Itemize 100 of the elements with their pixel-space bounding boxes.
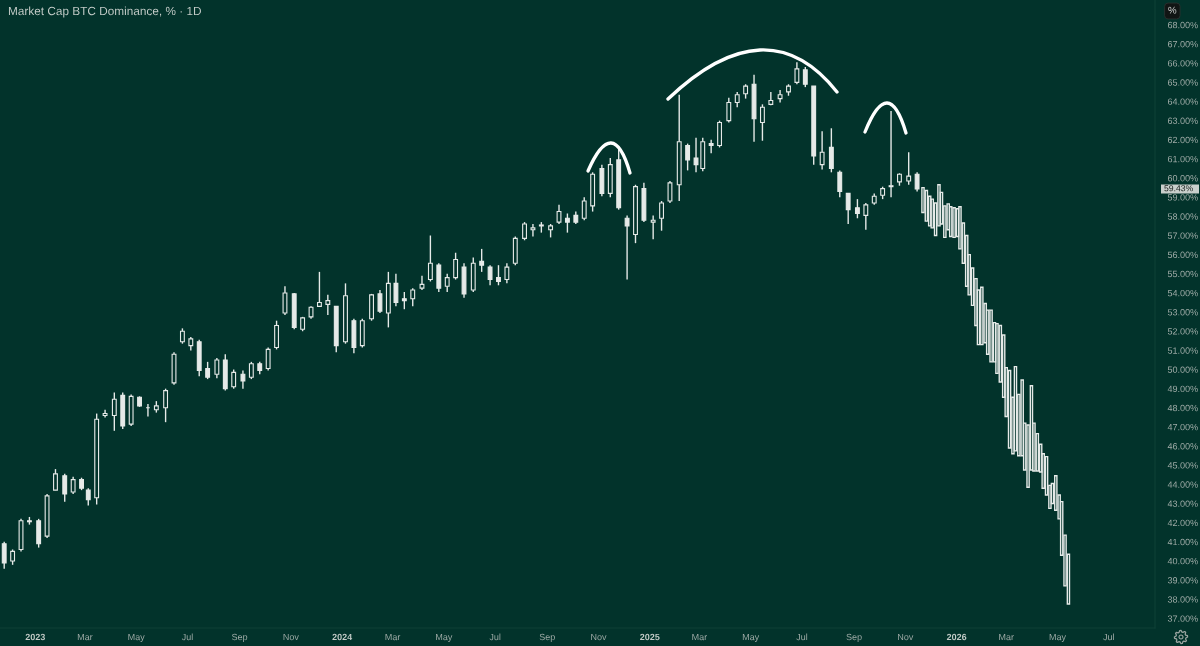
bar <box>952 207 956 239</box>
x-tick-label: 2023 <box>25 633 46 641</box>
candlestick <box>282 285 288 316</box>
candlestick <box>726 96 732 124</box>
y-tick-label: 53.00% <box>1167 309 1198 316</box>
y-tick-label: 42.00% <box>1167 519 1198 527</box>
y-tick-label: 64.00% <box>1167 98 1198 105</box>
candlestick <box>556 204 562 225</box>
text: % <box>1168 6 1177 14</box>
candlestick <box>325 294 331 316</box>
candlestick <box>111 391 117 432</box>
candlestick <box>819 130 825 171</box>
candlestick <box>240 369 246 390</box>
y-tick-label: 55.00% <box>1167 270 1198 278</box>
candlestick <box>802 66 808 88</box>
x-tick-label: 2025 <box>640 633 660 641</box>
bar <box>948 206 953 238</box>
y-tick-label: 56.00% <box>1167 251 1198 259</box>
x-tick-label: Jul <box>1103 633 1114 641</box>
candlestick <box>377 289 383 314</box>
candlestick <box>444 273 450 293</box>
candlestick <box>1 541 7 570</box>
y-tick-label: 66.00% <box>1167 60 1198 67</box>
x-tick-label: Sep <box>231 633 248 642</box>
candlestick <box>837 169 843 198</box>
candlestick <box>393 273 399 308</box>
y-tick-label: 43.00% <box>1167 500 1198 507</box>
candlestick <box>854 198 860 219</box>
y-tick-label: 51.00% <box>1167 347 1198 354</box>
y-tick-label: 67.00% <box>1167 41 1198 48</box>
x-tick-label: May <box>1049 633 1066 642</box>
candlestick <box>410 287 416 308</box>
y-tick-label: 40.00% <box>1167 557 1198 565</box>
candlestick <box>845 192 851 225</box>
candlestick <box>759 103 765 142</box>
text: 59.43% <box>1164 185 1193 192</box>
x-tick-label: 2024 <box>332 633 353 641</box>
y-tick-label: 48.00% <box>1167 404 1198 412</box>
y-tick-label: 60.00% <box>1167 175 1198 182</box>
x-tick-label: Mar <box>385 633 401 641</box>
y-tick-label: 65.00% <box>1167 79 1198 86</box>
y-tick-label: 50.00% <box>1167 366 1198 373</box>
x-tick-label: Jul <box>181 633 193 641</box>
x-tick-label: Mar <box>692 633 708 641</box>
y-tick-label: 45.00% <box>1167 462 1198 469</box>
candlestick <box>828 127 834 174</box>
candlestick <box>274 320 280 351</box>
candlestick <box>624 214 630 281</box>
candlestick <box>888 110 894 198</box>
x-tick-label: Mar <box>77 633 93 641</box>
candlestick <box>863 202 869 231</box>
candlestick <box>369 293 374 322</box>
x-tick-label: Nov <box>898 633 914 641</box>
x-tick-label: Mar <box>999 633 1014 641</box>
y-tick-label: 37.00% <box>1167 615 1198 622</box>
candlestick <box>717 119 723 149</box>
x-tick-label: May <box>436 633 453 642</box>
y-tick-label: 52.00% <box>1167 328 1198 335</box>
bar <box>1013 365 1018 452</box>
candlestick <box>436 262 442 293</box>
y-tick-label: 41.00% <box>1167 538 1198 546</box>
candlestick <box>504 262 510 285</box>
candlestick <box>650 214 656 241</box>
y-tick-label: 61.00% <box>1167 155 1198 163</box>
candlestick <box>316 271 322 308</box>
candlestick <box>906 151 912 186</box>
candlestick <box>231 368 237 390</box>
x-tick-label: Nov <box>591 633 607 641</box>
x-tick-label: Jul <box>489 633 501 641</box>
candlestick <box>427 234 433 283</box>
candlestick <box>62 473 68 503</box>
x-tick-label: Jul <box>796 633 808 641</box>
candlestick <box>163 387 169 423</box>
candlestick <box>53 468 58 491</box>
candlestick <box>214 357 220 379</box>
candlestick <box>708 139 714 154</box>
x-tick-label: 2026 <box>946 633 967 641</box>
candlestick <box>487 264 493 286</box>
candlestick <box>685 142 691 172</box>
y-tick-label: 63.00% <box>1167 117 1198 124</box>
candlestick <box>564 212 570 234</box>
y-tick-label: 68.00% <box>1167 21 1198 29</box>
candlestick <box>667 180 673 204</box>
y-tick-label: 54.00% <box>1167 289 1198 297</box>
y-tick-label: 57.00% <box>1167 232 1198 239</box>
y-tick-label: 62.00% <box>1167 136 1198 144</box>
bar <box>989 309 993 363</box>
candlestick <box>419 275 425 291</box>
x-tick-label: Nov <box>283 633 299 641</box>
candlestick <box>581 196 587 221</box>
text: Market Cap BTC Dominance, % · 1D <box>8 6 201 18</box>
candlestick <box>479 248 485 273</box>
y-tick-label: 44.00% <box>1167 481 1198 488</box>
y-tick-label: 49.00% <box>1167 385 1198 393</box>
y-tick-label: 38.00% <box>1167 596 1198 603</box>
x-tick-label: May <box>742 633 760 642</box>
candlestick <box>496 264 501 286</box>
candlestick <box>659 200 665 232</box>
y-tick-label: 39.00% <box>1167 577 1198 584</box>
bar <box>980 286 984 346</box>
